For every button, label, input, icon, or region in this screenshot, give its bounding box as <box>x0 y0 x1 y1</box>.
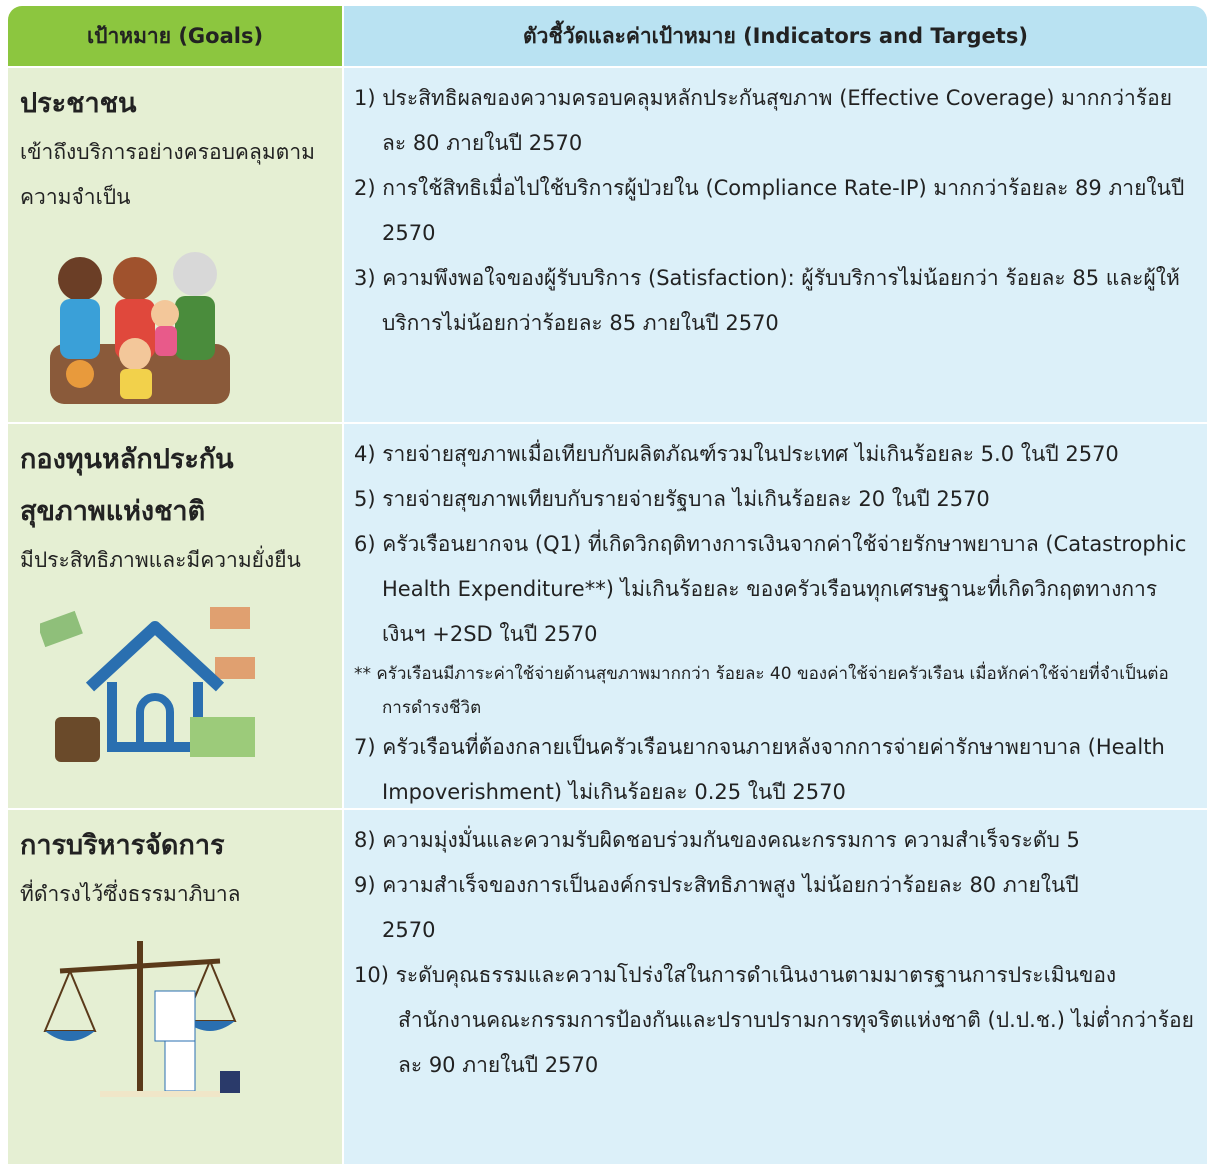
goal-subtitle: มีประสิทธิภาพและมีความยั่งยืน <box>20 548 301 572</box>
goal-cell: การบริหารจัดการ ที่ดำรงไว้ซึ่งธรรมาภิบาล <box>8 810 342 1164</box>
indicator: 5) รายจ่ายสุขภาพเทียบกับรายจ่ายรัฐบาล ไม… <box>354 487 990 511</box>
fund-illustration <box>40 607 255 762</box>
indicator: 8) ความมุ่งมั่นและความรับผิดชอบร่วมกันขอ… <box>354 828 1080 852</box>
goal-title: ประชาชน <box>20 88 137 119</box>
indicator: 9) ความสำเร็จของการเป็นองค์กรประสิทธิภาพ… <box>354 873 1079 942</box>
indicator: 3) ความพึงพอใจของผู้รับบริการ (Satisfact… <box>354 266 1180 335</box>
indicator-cell: 1) ประสิทธิผลของความครอบคลุมหลักประกันสุ… <box>344 68 1207 422</box>
indicator: 2) การใช้สิทธิเมื่อไปใช้บริการผู้ป่วยใน … <box>354 176 1185 245</box>
indicator: 1) ประสิทธิผลของความครอบคลุมหลักประกันสุ… <box>354 86 1173 155</box>
indicator-cell: 8) ความมุ่งมั่นและความรับผิดชอบร่วมกันขอ… <box>344 810 1207 1164</box>
footnote: ** ครัวเรือนมีภาระค่าใช้จ่ายด้านสุขภาพมา… <box>354 664 1169 718</box>
header-goals: เป้าหมาย (Goals) <box>8 6 342 66</box>
header-indicators: ตัวชี้วัดและค่าเป้าหมาย (Indicators and … <box>344 6 1207 66</box>
indicator: 4) รายจ่ายสุขภาพเมื่อเทียบกับผลิตภัณฑ์รว… <box>354 442 1119 466</box>
indicator-cell: 4) รายจ่ายสุขภาพเมื่อเทียบกับผลิตภัณฑ์รว… <box>344 424 1207 808</box>
goal-title: กองทุนหลักประกันสุขภาพแห่งชาติ <box>20 444 234 527</box>
scales-illustration <box>43 941 240 1097</box>
indicator: 7) ครัวเรือนที่ต้องกลายเป็นครัวเรือนยากจ… <box>354 735 1165 804</box>
family-illustration <box>50 252 230 404</box>
goal-subtitle: ที่ดำรงไว้ซึ่งธรรมาภิบาล <box>20 882 241 906</box>
goal-cell: ประชาชน เข้าถึงบริการอย่างครอบคลุมตามควา… <box>8 68 342 422</box>
goal-cell: กองทุนหลักประกันสุขภาพแห่งชาติ มีประสิทธ… <box>8 424 342 808</box>
goal-title: การบริหารจัดการ <box>20 830 225 861</box>
indicator: 6) ครัวเรือนยากจน (Q1) ที่เกิดวิกฤติทางก… <box>354 532 1187 646</box>
indicator: 10) ระดับคุณธรรมและความโปร่งใสในการดำเนิ… <box>354 963 1194 1077</box>
goal-subtitle: เข้าถึงบริการอย่างครอบคลุมตามความจำเป็น <box>20 140 315 209</box>
